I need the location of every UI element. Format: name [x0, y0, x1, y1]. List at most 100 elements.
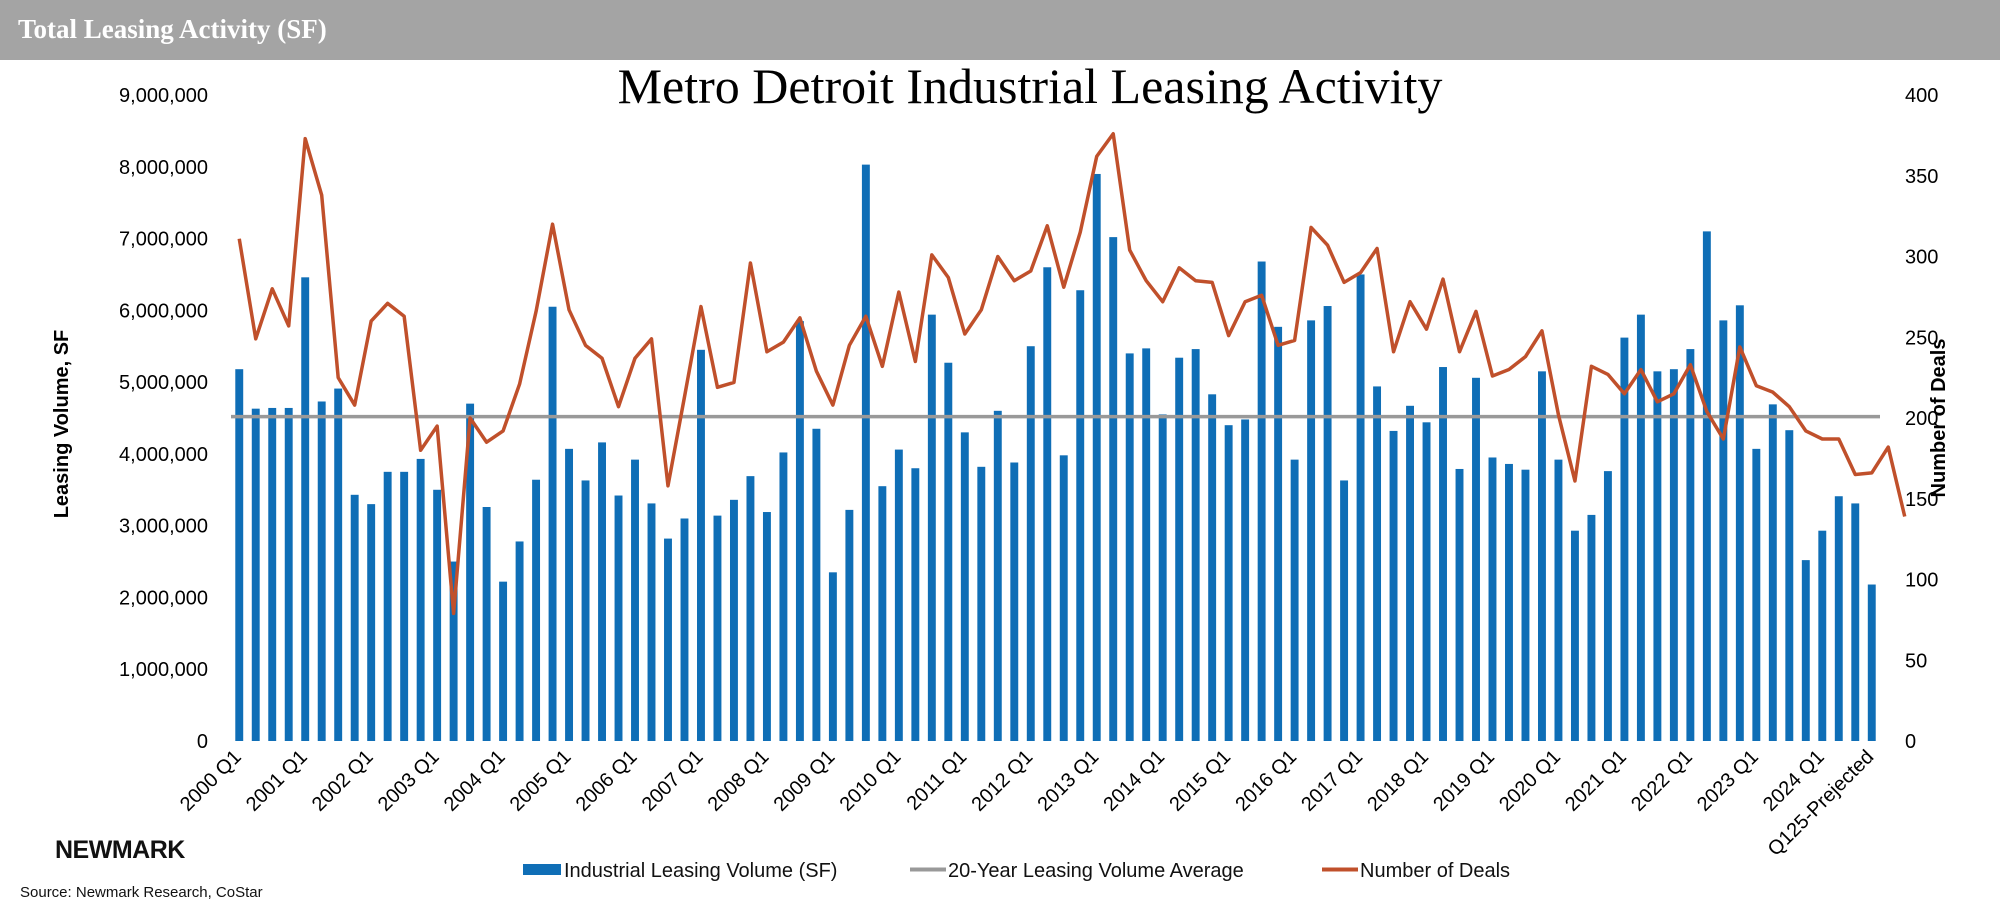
y2-tick-label: 0: [1905, 731, 1916, 753]
x-tick-label: 2009 Q1: [770, 746, 840, 816]
bar: [1834, 496, 1843, 741]
bar: [1076, 290, 1085, 741]
bar: [1059, 455, 1068, 741]
bar: [680, 518, 689, 741]
y-axis-right-label: Number of Deals: [1928, 339, 1950, 498]
bar: [1521, 469, 1530, 741]
bar: [383, 471, 392, 741]
bar: [466, 403, 475, 741]
bar: [1439, 367, 1447, 741]
bar: [268, 407, 277, 741]
bar: [1587, 514, 1596, 741]
x-tick-label: 2006 Q1: [572, 746, 642, 816]
bar: [1224, 425, 1233, 741]
x-tick-label: 2022 Q1: [1627, 746, 1697, 816]
bar: [944, 362, 953, 741]
y-tick-label: 8,000,000: [119, 157, 208, 179]
bar: [1191, 349, 1200, 741]
bar: [1373, 386, 1382, 741]
bar: [1851, 503, 1860, 741]
bar: [1274, 326, 1283, 741]
y-tick-label: 2,000,000: [119, 587, 208, 609]
bar: [1356, 274, 1365, 741]
bar: [1818, 530, 1827, 741]
bar: [1570, 530, 1579, 741]
bar: [1554, 459, 1563, 741]
x-tick-label: 2017 Q1: [1297, 746, 1367, 816]
bar: [1620, 337, 1629, 741]
bar: [1785, 430, 1794, 741]
deals-line-series: [237, 132, 1907, 616]
header-bar: Total Leasing Activity (SF): [0, 0, 2000, 60]
y-axis-left-label: Leasing Volume, SF: [51, 330, 73, 519]
legend: Industrial Leasing Volume (SF) 20-Year L…: [523, 860, 1510, 882]
bar: [1158, 414, 1167, 741]
bar: [301, 277, 310, 741]
bar: [416, 458, 425, 741]
bar: [977, 466, 986, 741]
x-tick-label: 2008 Q1: [704, 746, 774, 816]
y-tick-label: 7,000,000: [119, 229, 208, 251]
y-tick-label: 9,000,000: [119, 85, 208, 107]
x-tick-label: 2023 Q1: [1693, 746, 1763, 816]
bar: [1142, 348, 1151, 741]
bar-series: [235, 164, 1876, 741]
bar: [515, 541, 524, 741]
bar: [251, 408, 260, 741]
bar: [1603, 471, 1612, 741]
x-tick-label: 2004 Q1: [440, 746, 510, 816]
x-tick-label: 2021 Q1: [1561, 746, 1631, 816]
header-title: Total Leasing Activity (SF): [18, 14, 327, 44]
x-tick-label: 2005 Q1: [506, 746, 576, 816]
x-tick-label: 2000 Q1: [176, 746, 246, 816]
bar: [894, 449, 903, 741]
bar: [1323, 306, 1332, 741]
bar: [1455, 468, 1464, 741]
bar: [1257, 261, 1266, 741]
bar: [565, 448, 574, 741]
bar: [548, 306, 557, 741]
bar: [927, 314, 936, 741]
bar: [614, 495, 623, 741]
bar: [334, 388, 343, 741]
bar: [713, 515, 722, 741]
bar: [746, 476, 755, 741]
bar: [532, 479, 541, 741]
bar: [1653, 371, 1662, 741]
y-tick-label: 3,000,000: [119, 516, 208, 538]
source-note: Source: Newmark Research, CoStar: [20, 884, 263, 901]
bar: [647, 503, 656, 741]
bar: [1010, 462, 1019, 741]
bar: [1175, 357, 1184, 741]
bar: [482, 507, 491, 741]
y2-tick-label: 50: [1905, 650, 1927, 672]
bar: [1752, 448, 1761, 741]
bar: [1406, 405, 1414, 741]
x-tick-label: 2007 Q1: [638, 746, 708, 816]
bar: [828, 572, 837, 741]
bar: [729, 499, 738, 741]
bar: [878, 486, 887, 741]
bar: [350, 494, 359, 741]
bar: [762, 512, 771, 741]
x-tick-label: 2012 Q1: [967, 746, 1037, 816]
y-axis-right: 400 350 300 250 200 150 100 50 0: [1905, 85, 1938, 753]
bar: [1538, 371, 1546, 741]
bar: [1389, 430, 1398, 741]
y-tick-label: 0: [197, 731, 208, 753]
bar: [1125, 353, 1134, 741]
x-tick-label: 2019 Q1: [1429, 746, 1499, 816]
newmark-logo: NEWMARK: [55, 836, 185, 864]
bar: [960, 432, 969, 741]
y2-tick-label: 250: [1905, 327, 1938, 349]
bar: [812, 428, 821, 741]
bar: [697, 349, 705, 741]
x-tick-label: 2001 Q1: [242, 746, 312, 816]
bar: [1768, 404, 1777, 741]
bar: [1340, 480, 1349, 741]
bar: [581, 480, 590, 741]
y2-tick-label: 300: [1905, 247, 1938, 269]
y-axis-left: 9,000,000 8,000,000 7,000,000 6,000,000 5,00…: [119, 85, 208, 753]
x-tick-label: 2018 Q1: [1363, 746, 1433, 816]
